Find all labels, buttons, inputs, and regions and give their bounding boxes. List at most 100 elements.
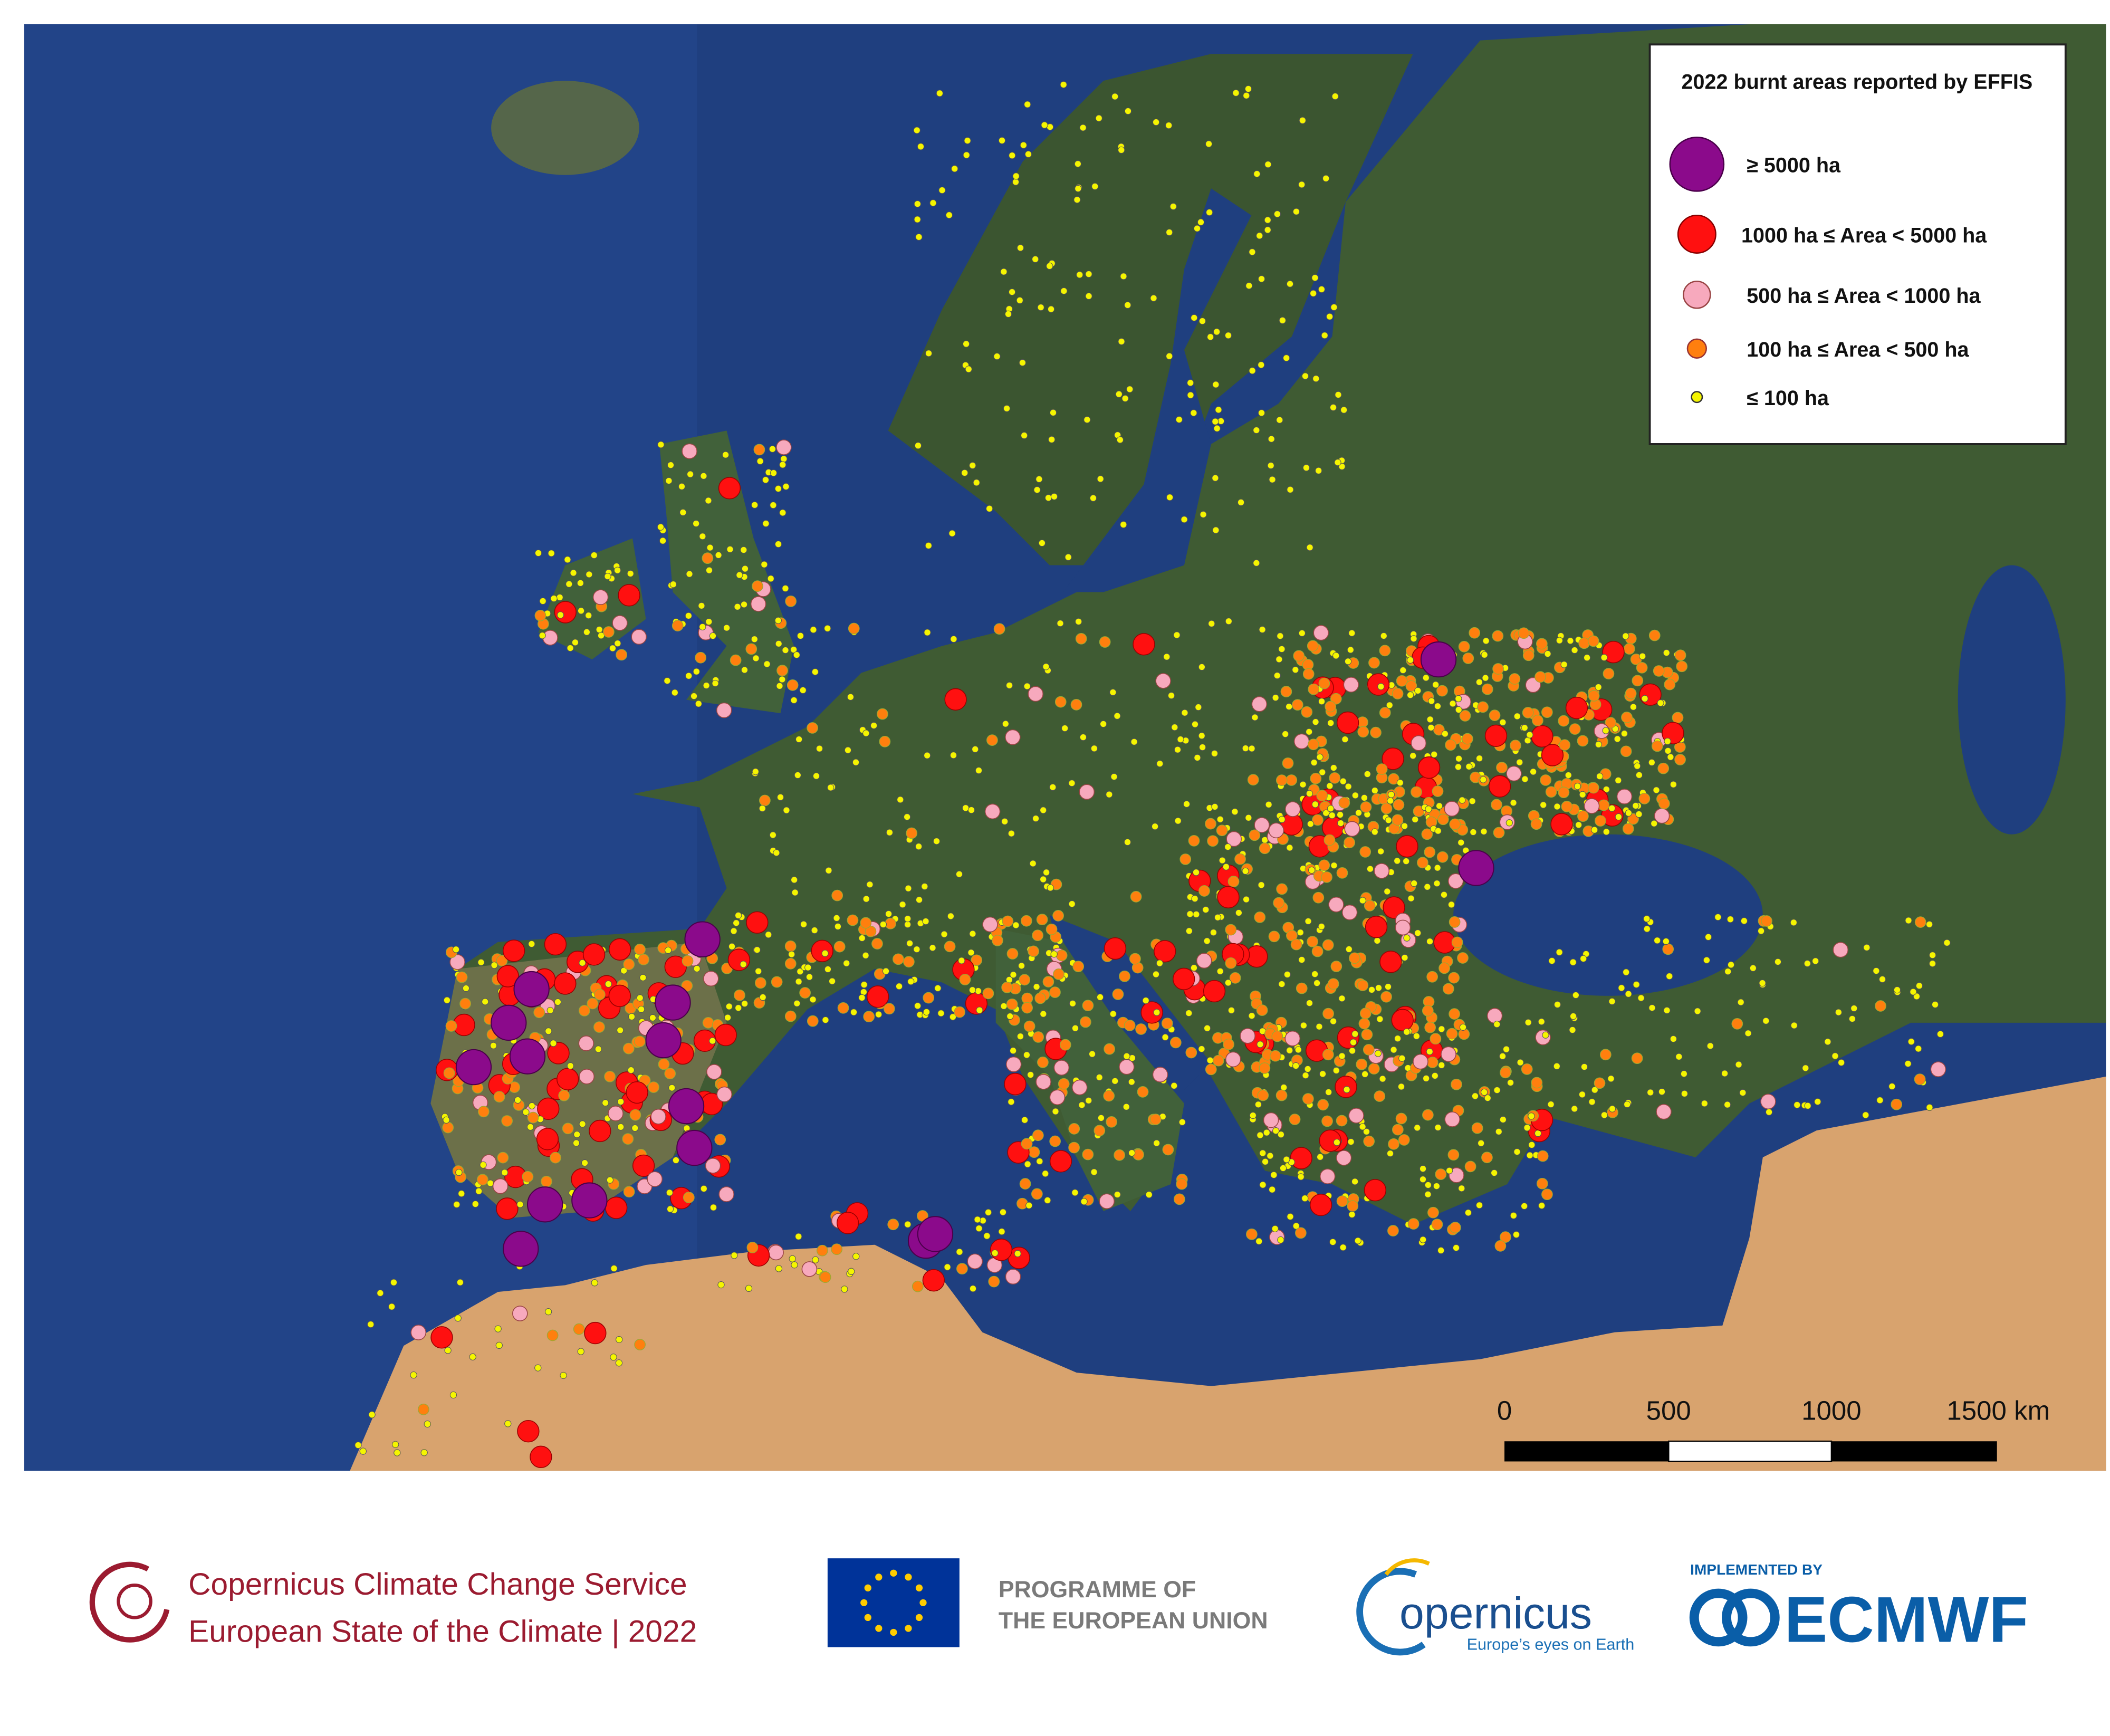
- fire-point: [1489, 709, 1501, 721]
- fire-point: [1512, 1231, 1520, 1239]
- fire-point: [392, 1441, 399, 1449]
- fire-point: [1721, 1070, 1729, 1077]
- fire-point: [1272, 694, 1279, 702]
- fire-point: [1226, 831, 1242, 847]
- fire-point: [1447, 901, 1455, 908]
- fire-point: [1419, 1176, 1427, 1183]
- fire-point: [1458, 1185, 1465, 1192]
- fire-point: [1529, 768, 1537, 775]
- fire-point: [1403, 857, 1410, 865]
- fire-point: [1068, 780, 1076, 787]
- fire-point: [1280, 686, 1292, 697]
- fire-point: [895, 983, 903, 990]
- fire-point: [1267, 462, 1274, 469]
- fire-point: [1235, 909, 1243, 917]
- fire-point: [1072, 961, 1085, 972]
- fire-point: [1434, 864, 1441, 871]
- fire-point: [1166, 228, 1173, 236]
- fire-point: [1657, 762, 1670, 774]
- fire-point: [1481, 1088, 1488, 1096]
- fire-point: [1943, 939, 1951, 946]
- fire-point: [1379, 1075, 1386, 1082]
- fire-point: [1080, 1016, 1091, 1028]
- fire-point: [1888, 1082, 1896, 1090]
- fire-point: [1727, 961, 1735, 968]
- fire-point: [950, 752, 957, 759]
- fire-point: [1071, 1079, 1088, 1096]
- fire-point: [1275, 774, 1288, 786]
- fire-point: [565, 580, 573, 588]
- fire-point: [1337, 1026, 1360, 1049]
- fire-point: [1812, 957, 1819, 965]
- fire-point: [539, 597, 546, 605]
- fire-point: [877, 708, 888, 720]
- fire-point: [1150, 294, 1157, 302]
- fire-point: [1079, 734, 1087, 741]
- fire-point: [745, 643, 757, 655]
- fire-point: [1001, 818, 1009, 825]
- fire-point: [775, 640, 782, 647]
- fire-point: [1637, 994, 1645, 1002]
- fire-point: [1279, 316, 1286, 324]
- fire-point: [1774, 958, 1782, 966]
- fire-point: [1162, 1144, 1174, 1156]
- eu-logo: PROGRAMME OF THE EUROPEAN UNION: [827, 1558, 1268, 1647]
- fire-point: [774, 617, 782, 624]
- fire-point: [1118, 338, 1125, 346]
- fire-point: [1282, 730, 1289, 738]
- fire-point: [1648, 759, 1655, 766]
- fire-point: [1024, 150, 1032, 158]
- fire-point: [1185, 927, 1193, 935]
- fire-point: [1435, 802, 1443, 810]
- fire-point: [534, 1364, 542, 1371]
- fire-point: [650, 1108, 666, 1125]
- fire-point: [1074, 160, 1081, 168]
- fire-point: [791, 876, 798, 884]
- fire-point: [1622, 823, 1634, 835]
- fire-point: [1338, 995, 1346, 1002]
- fire-point: [596, 626, 603, 634]
- fire-point: [649, 1014, 657, 1022]
- fire-point: [969, 1285, 977, 1292]
- fire-point: [1444, 801, 1460, 817]
- fire-point: [616, 649, 628, 661]
- fire-point: [452, 946, 460, 953]
- fire-point: [1616, 789, 1633, 804]
- fire-point: [1614, 735, 1621, 743]
- fire-point: [836, 1212, 859, 1234]
- fire-point: [1096, 1073, 1103, 1081]
- fire-point: [1761, 915, 1772, 927]
- fire-point: [1191, 895, 1198, 903]
- fire-point: [1213, 328, 1221, 335]
- fire-point: [1513, 713, 1521, 720]
- fire-point: [1838, 1059, 1845, 1067]
- fire-point: [1670, 1035, 1677, 1043]
- fire-point: [1256, 1004, 1268, 1016]
- fire-point: [672, 620, 684, 631]
- fire-point: [1207, 835, 1219, 847]
- fire-point: [1225, 957, 1237, 969]
- fire-point: [1891, 1098, 1903, 1110]
- fire-point: [550, 1152, 561, 1164]
- fire-point: [741, 565, 749, 572]
- fire-point: [791, 1261, 798, 1269]
- fire-point: [1455, 755, 1463, 762]
- fire-point: [623, 958, 635, 970]
- fire-point: [592, 589, 609, 605]
- fire-point: [1329, 404, 1337, 411]
- fire-point: [1740, 917, 1748, 925]
- fire-point: [1224, 332, 1232, 339]
- fire-point: [1279, 1164, 1287, 1172]
- fire-point: [912, 1280, 924, 1292]
- fire-point: [1436, 685, 1448, 697]
- fire-point: [490, 1042, 497, 1049]
- fire-point: [1553, 803, 1561, 810]
- fire-point: [965, 366, 972, 373]
- fire-point: [1336, 711, 1359, 734]
- fire-point: [969, 462, 976, 469]
- fire-point: [1848, 1015, 1856, 1023]
- fire-point: [1349, 1039, 1357, 1046]
- fire-point: [1027, 1071, 1034, 1079]
- fire-point: [1185, 1009, 1193, 1017]
- fire-point: [1850, 1004, 1858, 1012]
